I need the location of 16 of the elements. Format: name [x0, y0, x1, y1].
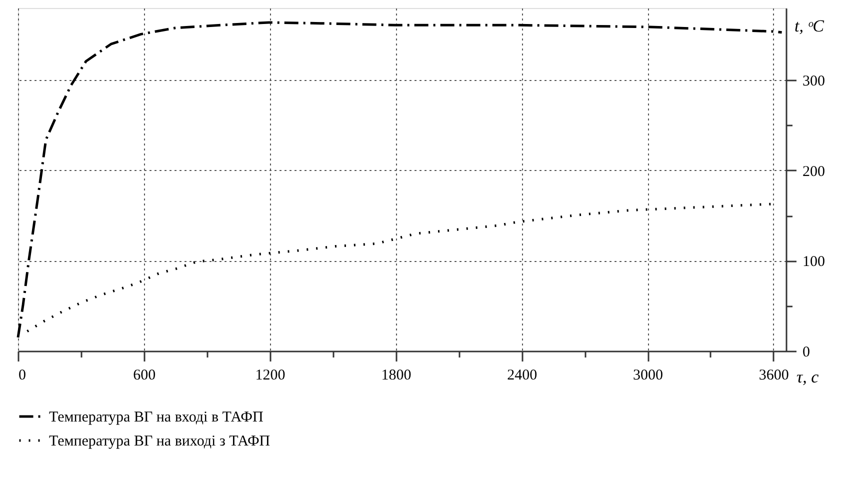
x-axis-title: τ, c [796, 368, 820, 386]
x-tick-label: 3600 [758, 368, 789, 384]
legend-label: Температура ВГ на виході з ТАФП [49, 434, 270, 450]
x-tick-label: 2400 [507, 368, 538, 384]
y-axis-title: t, ᵒC [794, 16, 825, 36]
line-series [16, 21, 784, 339]
y-tick-label: 0 [802, 344, 810, 360]
legend-label: Температура ВГ на вході в ТАФП [49, 410, 264, 426]
y-tick-label: 200 [802, 164, 825, 180]
x-tick-label: 600 [133, 368, 156, 384]
y-tick-label: 100 [802, 254, 825, 270]
x-tick-label: 1800 [381, 368, 412, 384]
x-tick-label: 1200 [255, 368, 286, 384]
y-tick-label: 300 [802, 74, 825, 90]
x-tick-label: 0 [18, 368, 26, 384]
x-tick-label: 3000 [633, 368, 664, 384]
